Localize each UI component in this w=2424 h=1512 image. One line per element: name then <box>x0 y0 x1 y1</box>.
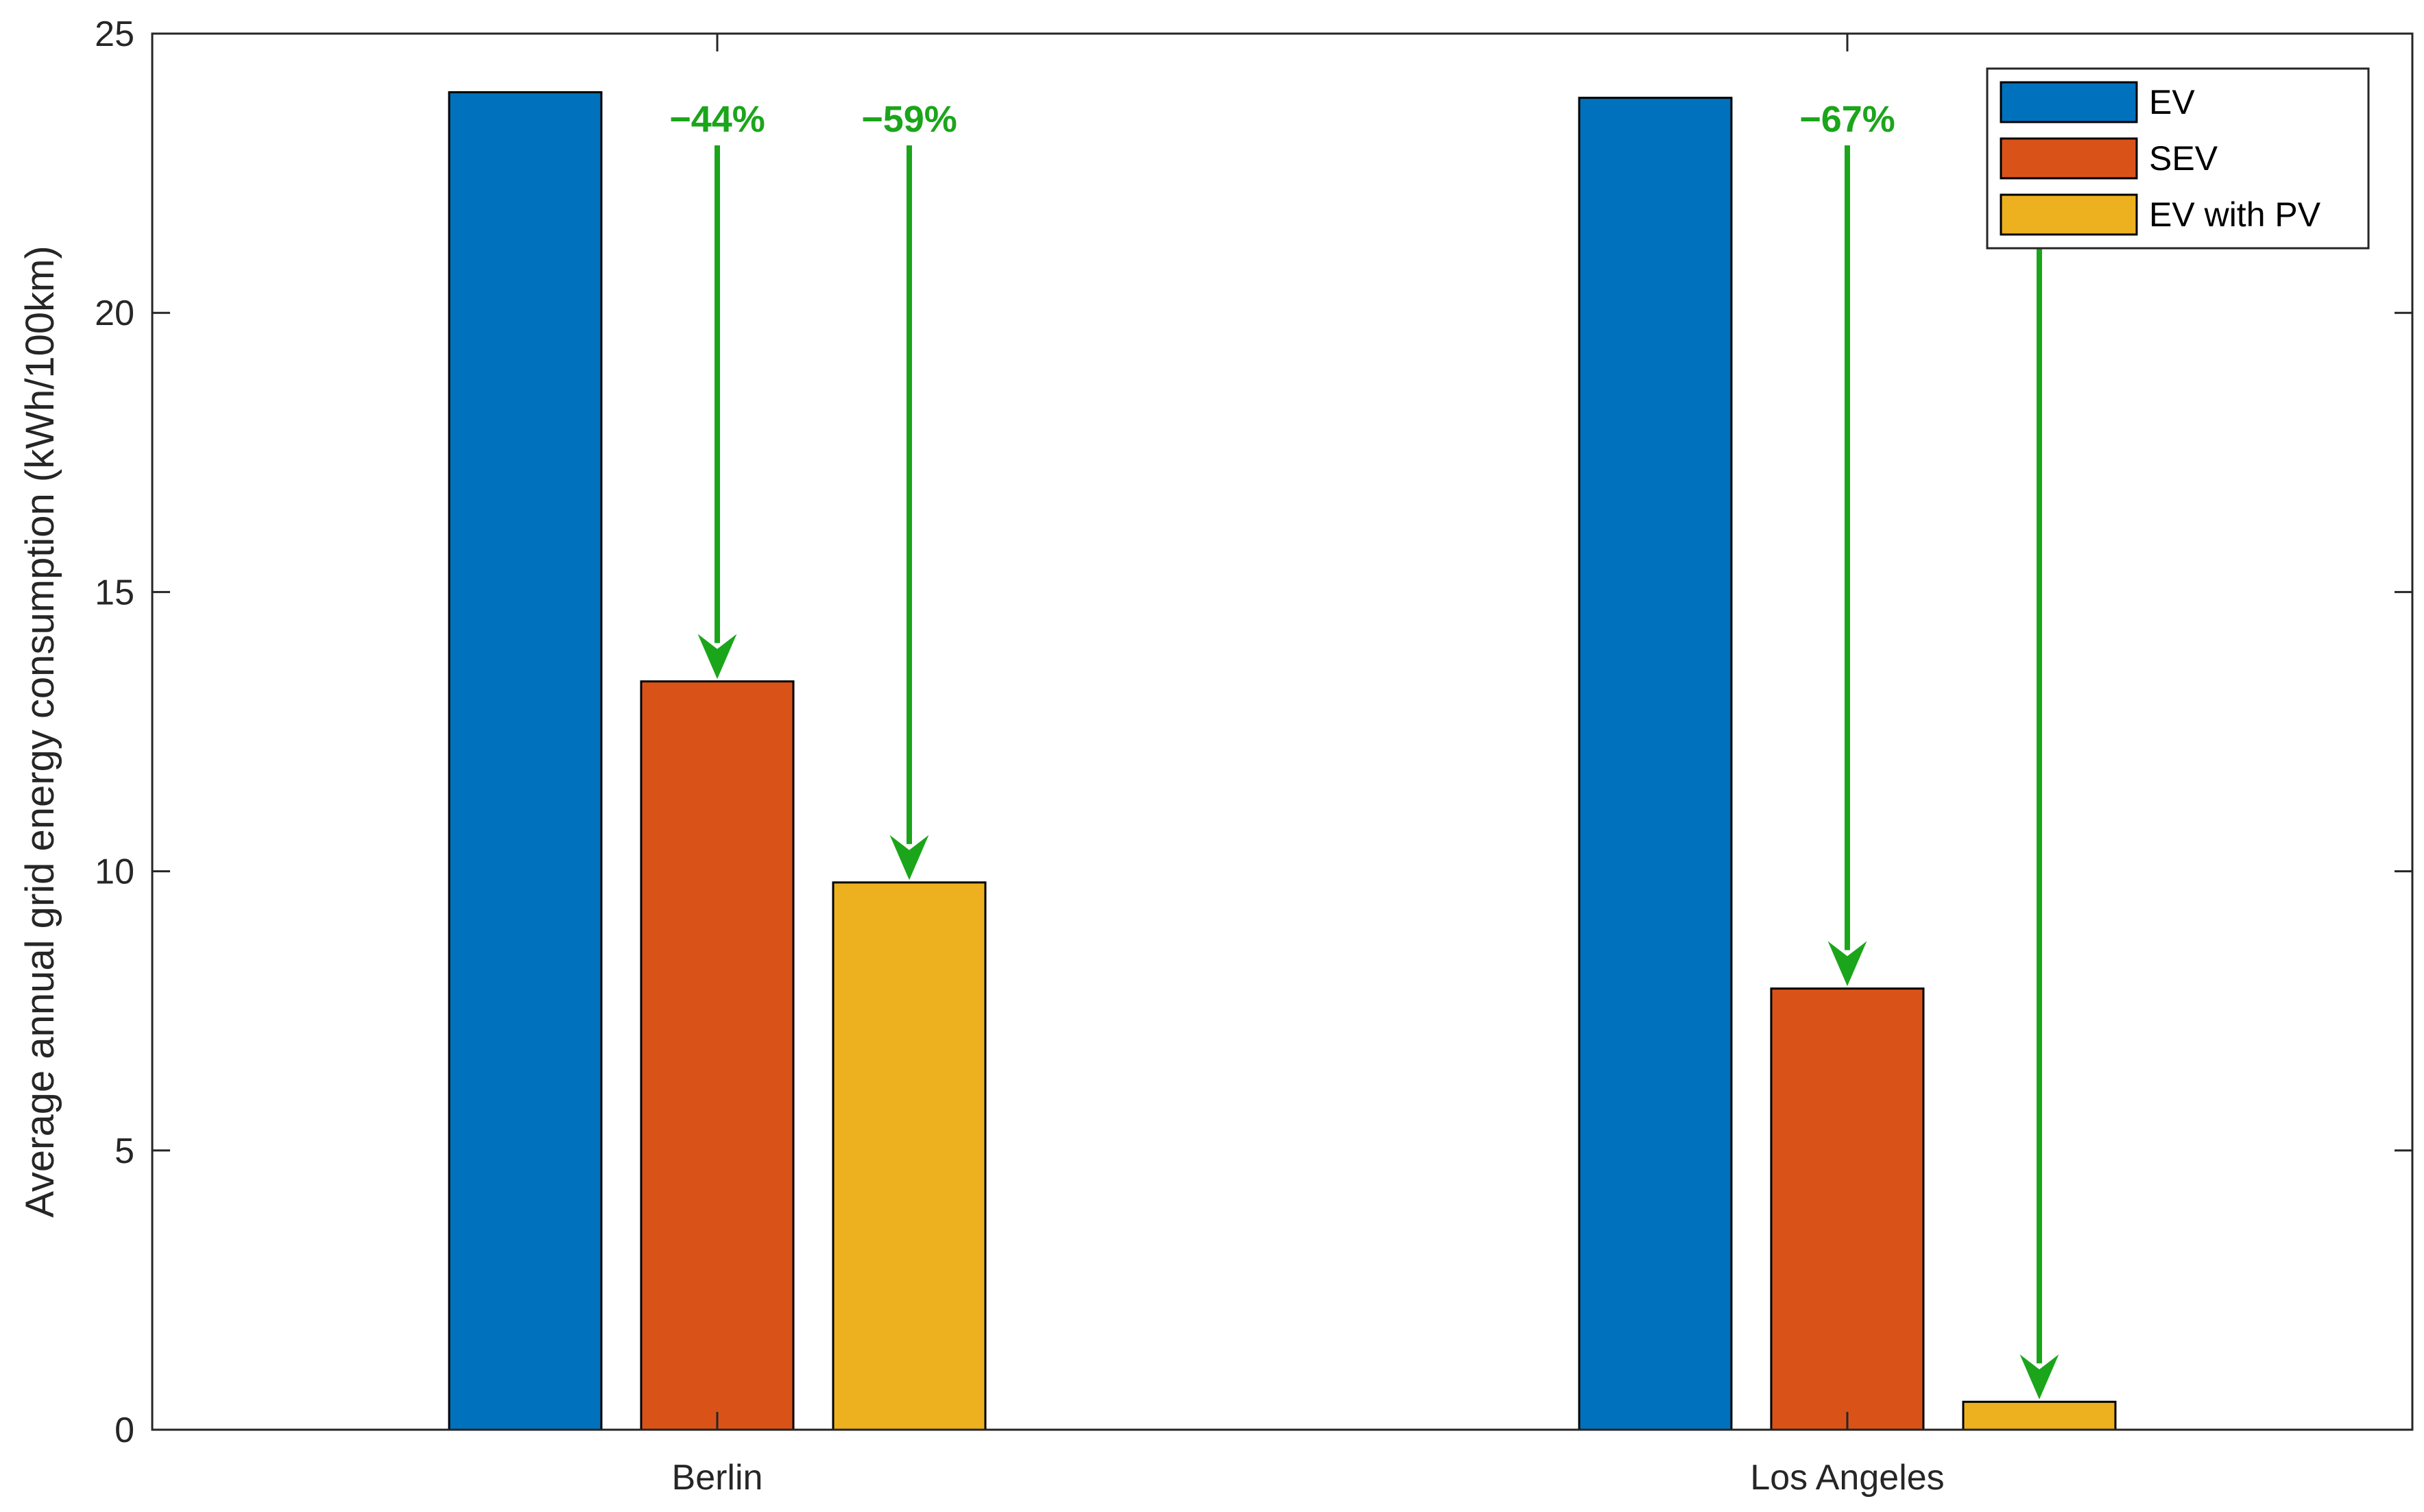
reduction-arrow-head-berlin-sev <box>697 634 737 680</box>
y-tick-label: 10 <box>95 852 134 892</box>
y-tick-label: 5 <box>115 1131 134 1171</box>
x-tick-label-berlin: Berlin <box>672 1458 763 1498</box>
reduction-label-los-angeles-sev: −67% <box>1799 99 1895 140</box>
y-tick-label: 25 <box>95 14 134 54</box>
y-tick-label: 15 <box>95 573 134 612</box>
reduction-arrow-head-los-angeles-sev <box>1827 941 1867 987</box>
reduction-arrow-head-berlin-ev-with-pv <box>889 835 929 880</box>
bar-ev-los-angeles <box>1578 97 1733 1431</box>
legend-swatch-ev <box>2000 81 2138 123</box>
bar-ev-with-pv-berlin <box>832 881 987 1431</box>
legend-label-ev: EV <box>2149 83 2195 121</box>
legend-swatch-ev-with-pv <box>2000 193 2138 236</box>
bars-group <box>448 91 2117 1431</box>
y-tick-label: 0 <box>115 1411 134 1450</box>
legend-swatch-sev <box>2000 137 2138 180</box>
axes-box <box>151 32 2414 1431</box>
legend: EV SEV EV with PV <box>1986 67 2370 250</box>
reduction-label-berlin-ev-with-pv: −59% <box>861 99 957 140</box>
axes-group: 0 5 10 15 20 25 Berlin Los Angeles Average annua… <box>18 14 2414 1498</box>
bar-sev-los-angeles <box>1770 987 1925 1431</box>
reduction-arrow-head-los-angeles-ev-with-pv <box>2019 1354 2059 1400</box>
bar-ev-berlin <box>448 91 603 1431</box>
legend-label-ev-with-pv: EV with PV <box>2149 195 2321 234</box>
y-axis-title: Average annual grid energy consumption (… <box>18 245 62 1217</box>
x-tick-label-los-angeles: Los Angeles <box>1750 1458 1944 1498</box>
y-tick-label: 20 <box>95 293 134 333</box>
bar-sev-berlin <box>640 680 795 1431</box>
legend-label-sev: SEV <box>2149 139 2218 178</box>
reduction-label-berlin-sev: −44% <box>669 99 765 140</box>
bar-ev-with-pv-los-angeles <box>1962 1400 2117 1431</box>
